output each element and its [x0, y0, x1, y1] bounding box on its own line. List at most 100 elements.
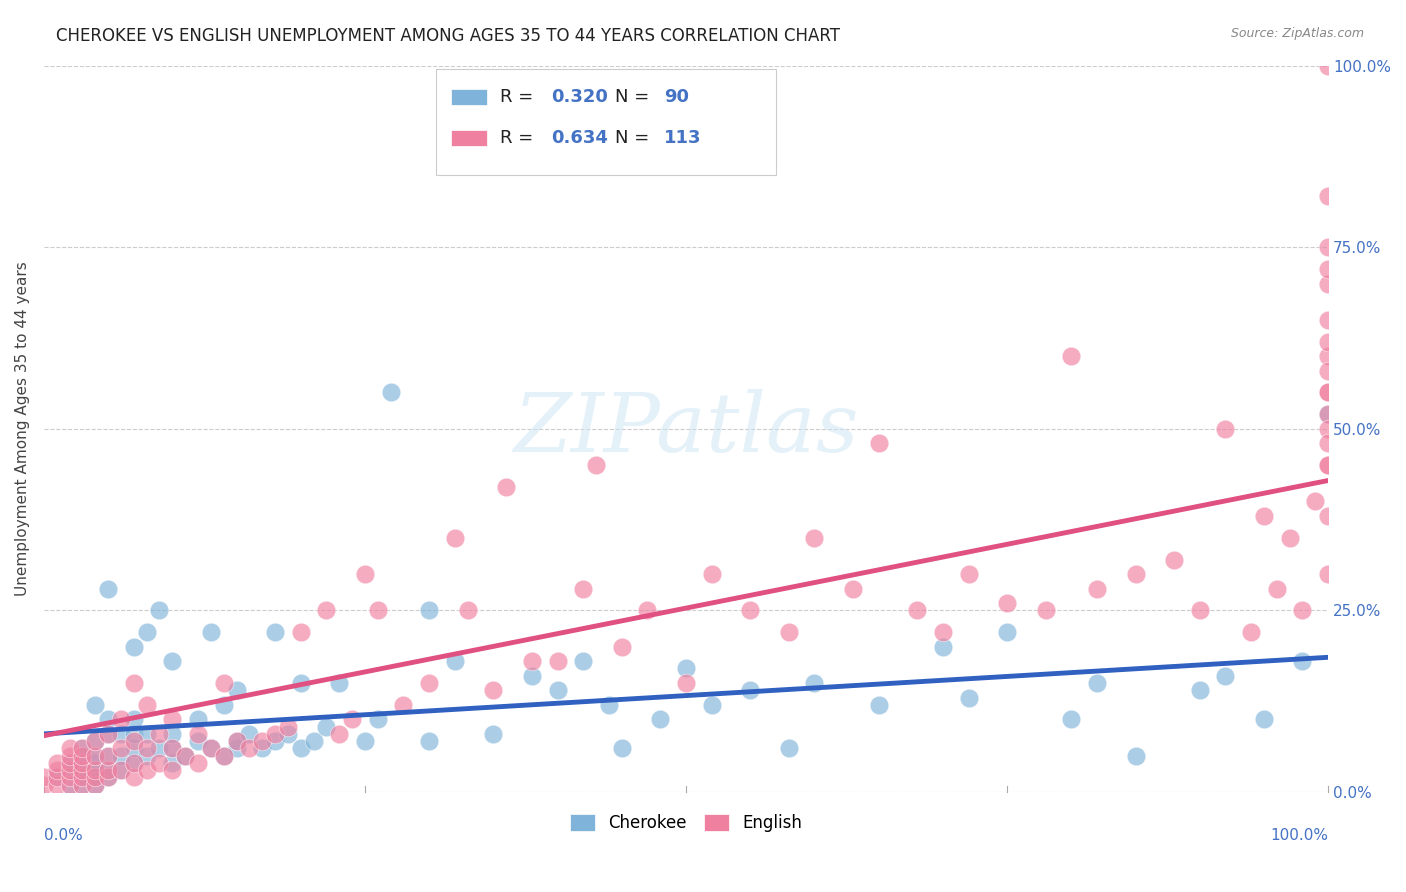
- Point: [418, 676, 440, 690]
- Point: [315, 603, 337, 617]
- Point: [84, 778, 107, 792]
- Point: [200, 741, 222, 756]
- Point: [1317, 59, 1340, 73]
- Point: [1060, 712, 1083, 726]
- Point: [1303, 494, 1326, 508]
- Point: [392, 698, 415, 712]
- Point: [328, 676, 350, 690]
- Point: [225, 741, 247, 756]
- Point: [72, 763, 94, 777]
- Point: [72, 748, 94, 763]
- Point: [572, 654, 595, 668]
- Point: [905, 603, 928, 617]
- Point: [122, 727, 145, 741]
- Point: [110, 763, 132, 777]
- Point: [148, 603, 170, 617]
- Point: [1317, 458, 1340, 472]
- Point: [84, 748, 107, 763]
- Point: [610, 640, 633, 654]
- Point: [72, 756, 94, 770]
- Point: [675, 676, 697, 690]
- Y-axis label: Unemployment Among Ages 35 to 44 years: Unemployment Among Ages 35 to 44 years: [15, 261, 30, 596]
- Point: [174, 748, 197, 763]
- Point: [97, 763, 120, 777]
- Point: [58, 771, 80, 785]
- Point: [290, 676, 312, 690]
- Point: [1317, 458, 1340, 472]
- Point: [72, 771, 94, 785]
- Point: [482, 683, 505, 698]
- Point: [122, 640, 145, 654]
- Point: [1265, 582, 1288, 596]
- Point: [1240, 625, 1263, 640]
- Point: [45, 778, 67, 792]
- Point: [58, 778, 80, 792]
- Point: [135, 741, 157, 756]
- Point: [238, 727, 260, 741]
- Point: [957, 690, 980, 705]
- Text: Source: ZipAtlas.com: Source: ZipAtlas.com: [1230, 27, 1364, 40]
- Point: [1215, 422, 1237, 436]
- Text: 100.0%: 100.0%: [1270, 829, 1329, 843]
- Point: [32, 771, 55, 785]
- Point: [932, 625, 955, 640]
- Point: [97, 582, 120, 596]
- Point: [212, 676, 235, 690]
- Point: [97, 748, 120, 763]
- Point: [803, 676, 825, 690]
- Point: [1291, 654, 1313, 668]
- Point: [264, 734, 287, 748]
- Point: [585, 458, 607, 472]
- Point: [1188, 683, 1211, 698]
- Point: [135, 727, 157, 741]
- Point: [162, 763, 184, 777]
- Text: CHEROKEE VS ENGLISH UNEMPLOYMENT AMONG AGES 35 TO 44 YEARS CORRELATION CHART: CHEROKEE VS ENGLISH UNEMPLOYMENT AMONG A…: [56, 27, 841, 45]
- Point: [637, 603, 659, 617]
- Point: [84, 778, 107, 792]
- Point: [122, 741, 145, 756]
- Point: [1291, 603, 1313, 617]
- Point: [97, 763, 120, 777]
- Text: ZIPatlas: ZIPatlas: [513, 389, 859, 469]
- Point: [110, 727, 132, 741]
- Point: [367, 712, 389, 726]
- Point: [650, 712, 672, 726]
- Text: R =: R =: [499, 87, 538, 106]
- Text: 0.634: 0.634: [551, 129, 607, 147]
- Point: [122, 712, 145, 726]
- Point: [72, 778, 94, 792]
- Point: [162, 727, 184, 741]
- Point: [32, 778, 55, 792]
- Point: [58, 756, 80, 770]
- FancyBboxPatch shape: [451, 89, 486, 105]
- Point: [72, 748, 94, 763]
- Point: [482, 727, 505, 741]
- Point: [868, 698, 890, 712]
- Point: [340, 712, 363, 726]
- Point: [58, 763, 80, 777]
- Point: [84, 698, 107, 712]
- Point: [520, 654, 543, 668]
- Text: 0.0%: 0.0%: [44, 829, 83, 843]
- Point: [1317, 407, 1340, 421]
- Point: [148, 727, 170, 741]
- Point: [842, 582, 865, 596]
- Point: [58, 756, 80, 770]
- Point: [1317, 422, 1340, 436]
- Text: 90: 90: [664, 87, 689, 106]
- Point: [444, 531, 467, 545]
- Point: [110, 712, 132, 726]
- Point: [444, 654, 467, 668]
- Point: [367, 603, 389, 617]
- Point: [84, 763, 107, 777]
- Point: [778, 625, 800, 640]
- Point: [250, 741, 273, 756]
- Point: [200, 625, 222, 640]
- Point: [740, 603, 762, 617]
- Point: [1317, 262, 1340, 277]
- Point: [1317, 436, 1340, 450]
- Point: [135, 698, 157, 712]
- Text: 113: 113: [664, 129, 702, 147]
- Point: [1317, 334, 1340, 349]
- Point: [1317, 189, 1340, 203]
